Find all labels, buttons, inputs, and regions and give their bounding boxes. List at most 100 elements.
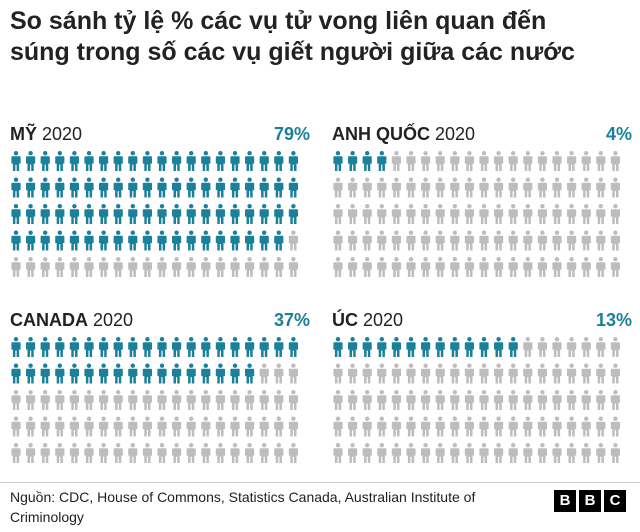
person-icon [508, 390, 518, 410]
person-icon [215, 390, 225, 410]
person-icon [362, 177, 372, 198]
person-icon [377, 151, 387, 171]
percentage-label: 37% [273, 310, 310, 330]
person-icon [201, 230, 211, 251]
person-icon [128, 257, 138, 277]
person-icon [435, 204, 445, 224]
person-icon [40, 177, 50, 198]
person-icon [215, 257, 225, 277]
logo-letter: C [604, 490, 626, 512]
person-icon [274, 443, 284, 463]
person-icon [596, 337, 606, 357]
person-icon [348, 390, 358, 410]
person-icon [186, 416, 196, 437]
person-icon [142, 390, 152, 410]
person-icon [581, 390, 591, 410]
person-icon [391, 177, 401, 198]
person-icon [172, 151, 182, 171]
person-icon [84, 390, 94, 410]
panel-australia: ÚC 2020 13% [332, 308, 632, 468]
person-icon [113, 204, 123, 224]
person-icon [464, 390, 474, 410]
person-icon [537, 204, 547, 224]
person-icon [333, 204, 343, 224]
person-icon [245, 230, 255, 251]
person-icon [362, 204, 372, 224]
person-icon [537, 151, 547, 171]
person-icon [333, 363, 343, 384]
person-icon [581, 151, 591, 171]
person-icon [11, 204, 21, 224]
person-icon [494, 416, 504, 437]
person-icon [245, 257, 255, 277]
person-icon [333, 257, 343, 277]
person-icon [348, 230, 358, 251]
person-icon [69, 390, 79, 410]
person-icon [464, 204, 474, 224]
person-icon [508, 416, 518, 437]
person-icon [186, 257, 196, 277]
person-icon [157, 443, 167, 463]
person-icon [288, 337, 298, 357]
person-icon [11, 363, 21, 384]
person-icon [406, 363, 416, 384]
person-icon [201, 416, 211, 437]
person-icon [581, 443, 591, 463]
person-icon [377, 390, 387, 410]
person-icon [552, 257, 562, 277]
person-icon [494, 337, 504, 357]
person-icon [142, 337, 152, 357]
person-icon [259, 390, 269, 410]
person-icon [333, 443, 343, 463]
person-icon [128, 390, 138, 410]
person-icon [99, 337, 109, 357]
person-icon [11, 177, 21, 198]
person-icon [421, 230, 431, 251]
person-icon [186, 230, 196, 251]
person-icon [215, 337, 225, 357]
logo-letter: B [554, 490, 576, 512]
person-icon [40, 204, 50, 224]
person-icon [40, 337, 50, 357]
person-icon [172, 363, 182, 384]
person-icon [494, 390, 504, 410]
person-icon [142, 204, 152, 224]
person-icon [11, 416, 21, 437]
person-icon [55, 204, 65, 224]
person-icon [55, 390, 65, 410]
person-icon [391, 390, 401, 410]
person-icon [406, 416, 416, 437]
person-icon [186, 151, 196, 171]
person-icon [172, 204, 182, 224]
person-icon [464, 337, 474, 357]
person-icon [113, 151, 123, 171]
person-icon [84, 363, 94, 384]
person-icon [567, 390, 577, 410]
pictogram-grid [333, 151, 620, 277]
person-icon [245, 204, 255, 224]
person-icon [113, 390, 123, 410]
person-icon [421, 337, 431, 357]
person-icon [362, 443, 372, 463]
person-icon [377, 363, 387, 384]
person-icon [128, 443, 138, 463]
person-icon [348, 151, 358, 171]
person-icon [55, 177, 65, 198]
person-icon [567, 204, 577, 224]
person-icon [421, 204, 431, 224]
person-icon [40, 443, 50, 463]
person-icon [348, 257, 358, 277]
person-icon [113, 337, 123, 357]
person-icon [99, 204, 109, 224]
person-icon [552, 204, 562, 224]
person-icon [201, 337, 211, 357]
person-icon [581, 337, 591, 357]
person-icon [186, 177, 196, 198]
person-icon [333, 390, 343, 410]
person-icon [508, 337, 518, 357]
person-icon [479, 257, 489, 277]
person-icon [230, 151, 240, 171]
person-icon [259, 257, 269, 277]
person-icon [581, 230, 591, 251]
person-icon [348, 177, 358, 198]
